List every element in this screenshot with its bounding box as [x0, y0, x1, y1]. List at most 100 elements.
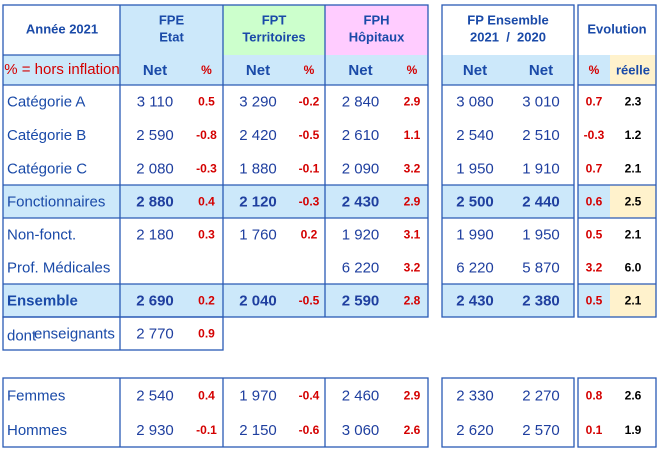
cell-value: 0.5 — [198, 95, 215, 109]
subheader: Net — [463, 62, 487, 79]
cell-value: 3.1 — [404, 228, 421, 242]
subheader: réelle — [616, 62, 650, 77]
cell-value: 2 330 — [456, 387, 494, 404]
cell-border — [441, 4, 575, 318]
cell-value: 3 010 — [522, 93, 560, 110]
cell-value: 1 990 — [456, 226, 494, 243]
cell-value: -0.1 — [299, 162, 320, 176]
cell-value: 2 460 — [342, 387, 380, 404]
cell-border — [2, 316, 224, 351]
cell-value: 2 420 — [239, 127, 277, 144]
cell-value: 3 080 — [456, 93, 494, 110]
cell-value: 2 770 — [136, 325, 174, 342]
cell-value: 2.9 — [404, 389, 421, 403]
group-subtitle: Territoires — [242, 29, 305, 44]
cell-value: 2.1 — [625, 228, 642, 242]
cell-value: -0.3 — [196, 162, 217, 176]
cell-value: 2 430 — [342, 193, 380, 210]
cell-value: 2 040 — [239, 292, 277, 309]
cell-bg — [610, 55, 656, 85]
cell-value: -0.1 — [196, 423, 217, 437]
row-label: Catégorie A — [7, 93, 85, 110]
cell-value: 2.5 — [625, 195, 642, 209]
cell-value: 2.9 — [404, 195, 421, 209]
row-label: Prof. Médicales — [7, 259, 110, 276]
cell-value: 6 220 — [342, 259, 380, 276]
row-label: Catégorie B — [7, 127, 86, 144]
cell-bg — [578, 284, 610, 317]
cell-value: -0.5 — [299, 128, 320, 142]
row-label: Fonctionnaires — [7, 193, 105, 210]
cell-bg — [3, 185, 428, 218]
cell-value: -0.6 — [299, 423, 320, 437]
cell-bg — [3, 55, 428, 85]
subheader: % — [304, 63, 315, 77]
cell-value: 2 080 — [136, 160, 174, 177]
cell-value: 3.2 — [404, 162, 421, 176]
cell-value: 3 060 — [342, 422, 380, 439]
cell-value: 0.8 — [586, 389, 603, 403]
cell-value: -0.8 — [196, 128, 217, 142]
cell-value: 2 540 — [136, 387, 174, 404]
cell-value: 1 910 — [522, 160, 560, 177]
group-subtitle: Hôpitaux — [349, 29, 405, 44]
subheader: Net — [246, 62, 270, 79]
cell-value: 1 950 — [522, 226, 560, 243]
row-label: Ensemble — [7, 292, 78, 309]
row-label: Femmes — [7, 387, 65, 404]
cell-value: 1 760 — [239, 226, 277, 243]
cell-value: 0.5 — [586, 228, 603, 242]
cell-value: 2 540 — [456, 127, 494, 144]
cell-border — [577, 377, 657, 448]
cell-value: 1 950 — [456, 160, 494, 177]
cell-value: 1.1 — [404, 128, 421, 142]
cell-value: 2 500 — [456, 193, 494, 210]
cell-bg — [120, 5, 223, 55]
cell-value: -0.3 — [584, 128, 605, 142]
row-label: enseignants — [34, 325, 115, 342]
cell-value: 2 380 — [522, 292, 560, 309]
cell-value: 3.2 — [586, 261, 603, 275]
cell-bg — [3, 284, 428, 317]
cell-value: 2.1 — [625, 294, 642, 308]
cell-value: 2.9 — [404, 95, 421, 109]
cell-value: 2 840 — [342, 93, 380, 110]
cell-value: 2 440 — [522, 193, 560, 210]
subheader: % — [407, 63, 418, 77]
cell-value: 0.7 — [586, 95, 603, 109]
cell-bg — [442, 284, 574, 317]
group-subtitle: 2021 / 2020 — [470, 29, 546, 44]
subheader: Net — [348, 62, 372, 79]
cell-value: 5 870 — [522, 259, 560, 276]
header-title: Année 2021 — [26, 21, 98, 36]
cell-value: 2 590 — [136, 127, 174, 144]
cell-value: 0.5 — [586, 294, 603, 308]
cell-value: 0.1 — [586, 423, 603, 437]
row-label: Hommes — [7, 422, 67, 439]
subheader: % — [589, 63, 600, 77]
cell-value: 2 880 — [136, 193, 174, 210]
cell-value: 2.1 — [625, 162, 642, 176]
cell-value: 2 150 — [239, 422, 277, 439]
cell-value: 0.9 — [198, 327, 215, 341]
cell-value: 1 970 — [239, 387, 277, 404]
cell-value: 0.4 — [198, 389, 215, 403]
cell-value: 2 930 — [136, 422, 174, 439]
group-subtitle: Etat — [159, 29, 184, 44]
cell-value: 0.3 — [198, 228, 215, 242]
cell-border — [441, 377, 575, 448]
cell-value: 2.8 — [404, 294, 421, 308]
cell-value: 6 220 — [456, 259, 494, 276]
cell-value: 3 290 — [239, 93, 277, 110]
group-title: FPE — [159, 12, 185, 27]
row-label: Non-fonct. — [7, 226, 76, 243]
cell-value: 2 120 — [239, 193, 277, 210]
cell-value: 2.6 — [625, 389, 642, 403]
cell-value: 3.2 — [404, 261, 421, 275]
cell-value: 2 510 — [522, 127, 560, 144]
cell-bg — [610, 284, 656, 317]
cell-value: 0.7 — [586, 162, 603, 176]
cell-bg — [223, 5, 325, 55]
cell-value: 2.6 — [404, 423, 421, 437]
